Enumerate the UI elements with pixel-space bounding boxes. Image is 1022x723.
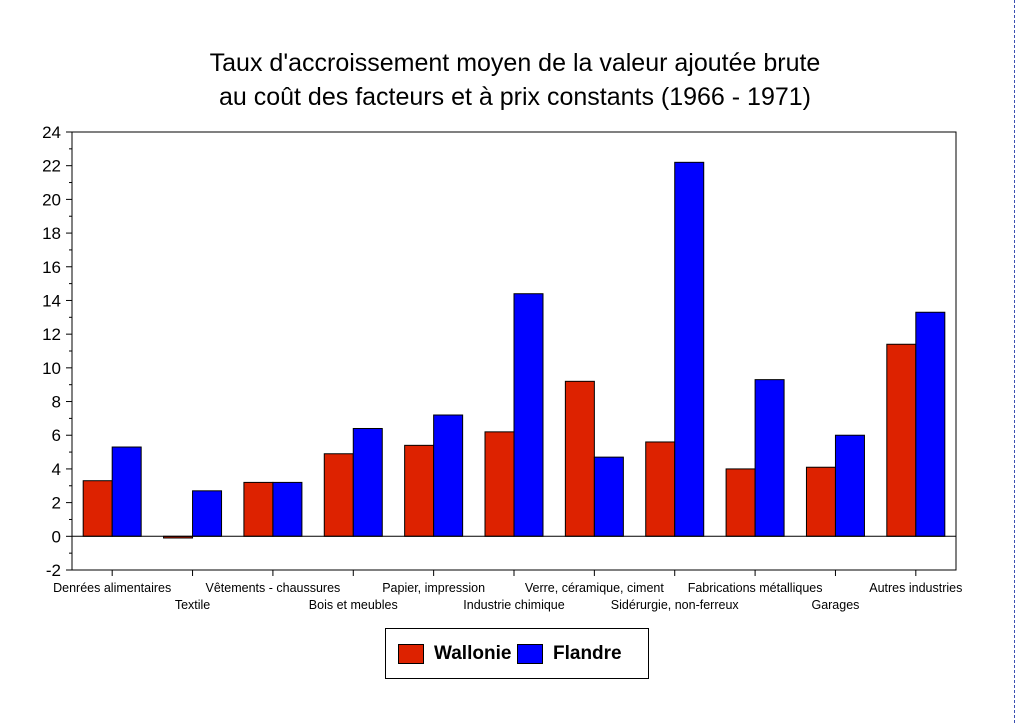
bar-flandre xyxy=(593,456,624,537)
y-tick-label: 18 xyxy=(42,224,61,243)
y-tick-label: 12 xyxy=(42,325,61,344)
legend-item-flandre: Flandre xyxy=(517,643,622,665)
bar-flandre xyxy=(674,161,705,537)
bar-flandre xyxy=(754,379,785,537)
y-tick-label: 20 xyxy=(42,190,61,209)
legend-swatch-wallonie xyxy=(398,644,424,664)
bar-flandre xyxy=(834,434,865,537)
bar-wallonie xyxy=(484,431,515,537)
x-tick-label: Fabrications métalliques xyxy=(688,581,823,595)
x-tick-label: Autres industries xyxy=(869,581,962,595)
y-tick-label: 16 xyxy=(42,258,61,277)
bar-wallonie xyxy=(805,466,836,537)
x-tick-label: Industrie chimique xyxy=(463,598,564,612)
x-tick-label: Verre, céramique, ciment xyxy=(525,581,664,595)
bar-wallonie xyxy=(82,480,113,537)
chart-subtitle: au coût des facteurs et à prix constants… xyxy=(218,83,811,111)
bar-wallonie xyxy=(323,453,354,537)
y-tick-label: 8 xyxy=(52,393,61,412)
x-tick-label: Garages xyxy=(811,598,859,612)
y-tick-label: 10 xyxy=(42,359,61,378)
y-tick-label: 6 xyxy=(52,426,61,445)
bar-flandre xyxy=(915,311,946,537)
bar-wallonie xyxy=(404,444,435,537)
x-tick-label: Textile xyxy=(175,598,210,612)
x-tick-label: Denrées alimentaires xyxy=(53,581,171,595)
y-tick-label: 14 xyxy=(42,291,61,310)
chart-title-block: Taux d'accroissement moyen de la valeur … xyxy=(0,46,1022,114)
x-tick-label: Papier, impression xyxy=(382,581,485,595)
legend-label-wallonie: Wallonie xyxy=(434,643,512,664)
y-tick-label: 4 xyxy=(52,460,61,479)
x-tick-label: Vêtements - chaussures xyxy=(206,581,341,595)
bar-wallonie xyxy=(645,441,676,537)
y-tick-label: 0 xyxy=(52,527,61,546)
x-tick-label: Sidérurgie, non-ferreux xyxy=(611,598,740,612)
bar-flandre xyxy=(192,490,223,537)
bar-flandre xyxy=(513,293,544,537)
bar-flandre xyxy=(272,481,303,537)
chart-title: Taux d'accroissement moyen de la valeur … xyxy=(209,49,821,77)
bar-flandre xyxy=(433,414,464,537)
y-tick-label: 22 xyxy=(42,157,61,176)
y-tick-label: 2 xyxy=(52,494,61,513)
legend-item-wallonie: Wallonie xyxy=(398,643,511,665)
page-edge-dashed-line xyxy=(1014,0,1015,723)
legend-label-flandre: Flandre xyxy=(553,643,622,664)
legend: Wallonie Flandre xyxy=(385,628,649,679)
bar-wallonie xyxy=(886,343,917,537)
y-tick-label: -2 xyxy=(46,561,61,580)
bar-wallonie xyxy=(243,481,274,537)
x-tick-label: Bois et meubles xyxy=(309,598,398,612)
bar-wallonie xyxy=(725,468,756,537)
bar-flandre xyxy=(352,427,383,537)
bar-flandre xyxy=(111,446,142,537)
bar-wallonie xyxy=(564,380,595,537)
y-tick-label: 24 xyxy=(42,123,61,142)
legend-swatch-flandre xyxy=(517,644,543,664)
